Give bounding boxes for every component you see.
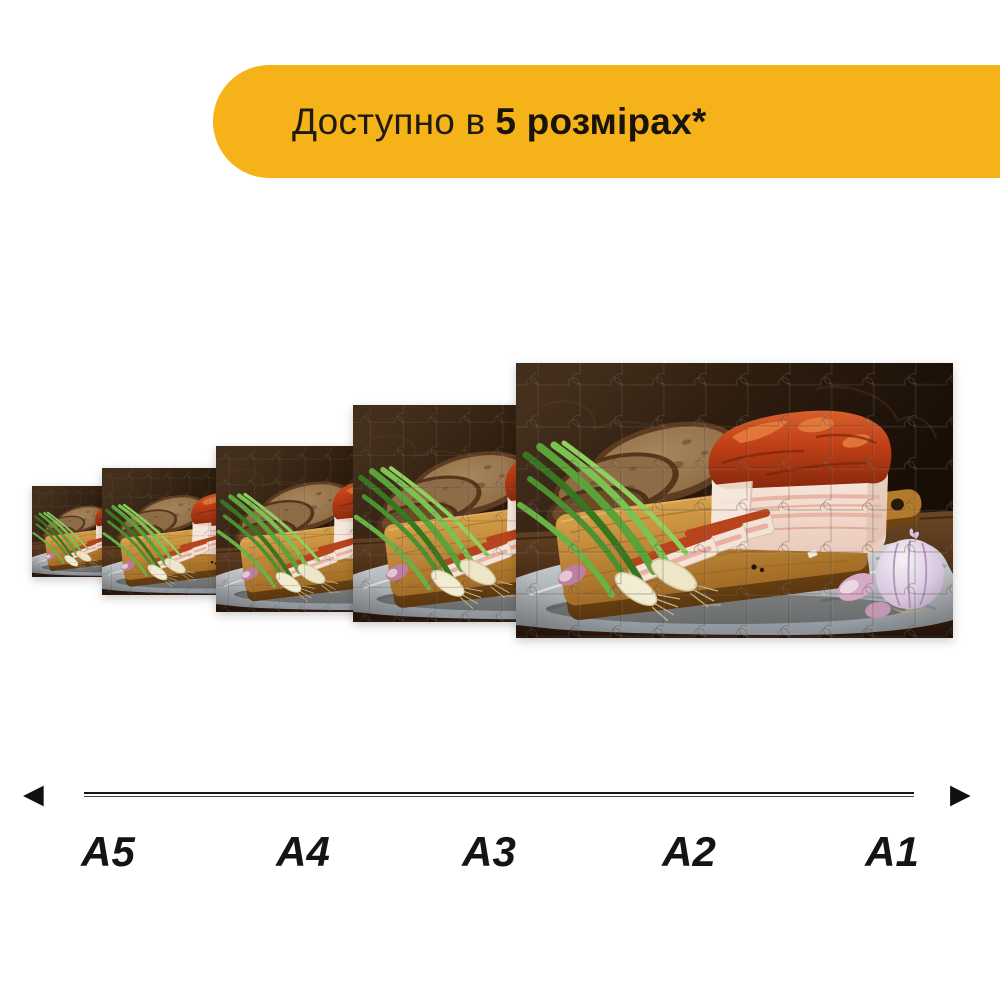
size-label-a2: A2 (662, 828, 716, 875)
availability-banner: Доступно в 5 розмірах* (213, 65, 1000, 178)
salo-painting-artwork (516, 363, 953, 638)
right-arrow-icon: ▶ (950, 779, 971, 810)
size-label-a4: A4 (276, 828, 330, 875)
puzzle-size-preview-a1 (516, 363, 953, 638)
size-label-a1: A1 (865, 828, 919, 875)
left-arrow-icon: ◀ (23, 779, 44, 810)
scale-line (84, 792, 914, 797)
size-label-a3: A3 (462, 828, 516, 875)
size-label-a5: A5 (81, 828, 135, 875)
banner-text: Доступно в (292, 100, 486, 142)
banner-text-bold: 5 розмірах* (495, 100, 707, 142)
